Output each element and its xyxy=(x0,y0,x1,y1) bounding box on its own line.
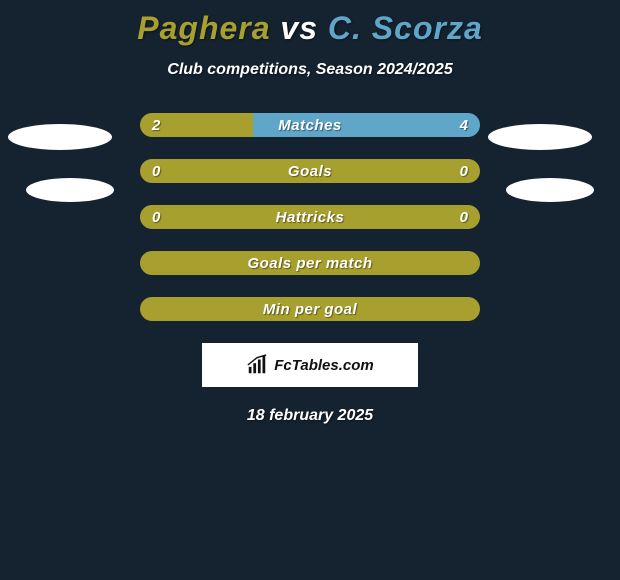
player2-photo-placeholder xyxy=(506,178,594,202)
brand-box: FcTables.com xyxy=(202,343,418,387)
stat-label: Min per goal xyxy=(140,297,480,321)
stat-row: 00Goals xyxy=(140,159,480,183)
player2-photo-placeholder xyxy=(488,124,592,150)
player1-name: Paghera xyxy=(137,10,270,46)
stat-label: Hattricks xyxy=(140,205,480,229)
brand-text: FcTables.com xyxy=(274,357,373,374)
stat-row: 24Matches xyxy=(140,113,480,137)
vs-text: vs xyxy=(280,10,318,46)
player2-name: C. Scorza xyxy=(328,10,483,46)
chart-icon xyxy=(246,354,268,376)
stat-label: Goals per match xyxy=(140,251,480,275)
player1-photo-placeholder xyxy=(26,178,114,202)
stat-row: Goals per match xyxy=(140,251,480,275)
stat-label: Goals xyxy=(140,159,480,183)
comparison-title: Paghera vs C. Scorza xyxy=(0,0,620,47)
snapshot-date: 18 february 2025 xyxy=(0,407,620,425)
player1-photo-placeholder xyxy=(8,124,112,150)
stat-row: Min per goal xyxy=(140,297,480,321)
stat-label: Matches xyxy=(140,113,480,137)
stat-row: 00Hattricks xyxy=(140,205,480,229)
subtitle: Club competitions, Season 2024/2025 xyxy=(0,61,620,79)
